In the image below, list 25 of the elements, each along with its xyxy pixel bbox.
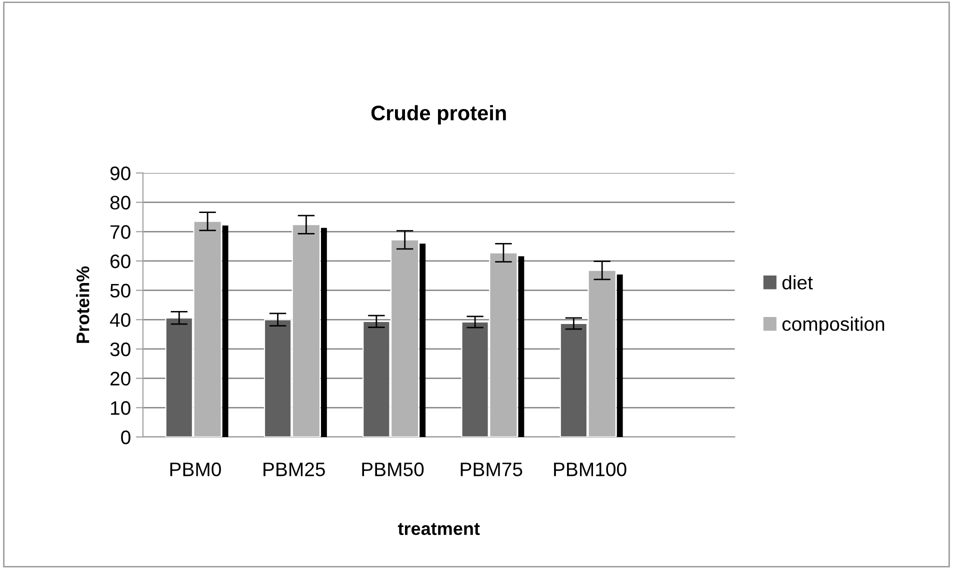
y-tick-label: 70 <box>110 225 130 239</box>
x-axis-title: treatment <box>398 523 480 536</box>
y-tick-label: 10 <box>111 401 130 415</box>
x-tick-label: PBM25 <box>264 462 325 476</box>
y-tick-label: 50 <box>110 284 130 298</box>
y-tick-label: 30 <box>110 342 130 356</box>
legend-label: composition <box>782 316 884 335</box>
bar <box>616 274 623 437</box>
bar <box>420 244 426 437</box>
x-tick-label: PBM75 <box>460 462 522 476</box>
bar <box>222 225 228 437</box>
y-tick-label: 80 <box>110 196 130 210</box>
bar <box>320 228 327 437</box>
y-tick-label: 40 <box>110 313 130 327</box>
legend-label: diet <box>782 275 813 290</box>
x-tick-label: PBM0 <box>170 462 221 476</box>
x-tick-label: PBM100 <box>554 462 626 476</box>
bar <box>518 256 524 437</box>
y-tick-label: 90 <box>110 166 130 180</box>
x-tick-label: PBM50 <box>362 462 424 476</box>
y-tick-label: 0 <box>121 430 130 444</box>
y-tick-label: 20 <box>110 372 130 386</box>
y-tick-label: 60 <box>110 254 130 268</box>
chart-title: Crude protein <box>371 105 506 125</box>
y-axis-title: Protein% <box>76 266 90 343</box>
